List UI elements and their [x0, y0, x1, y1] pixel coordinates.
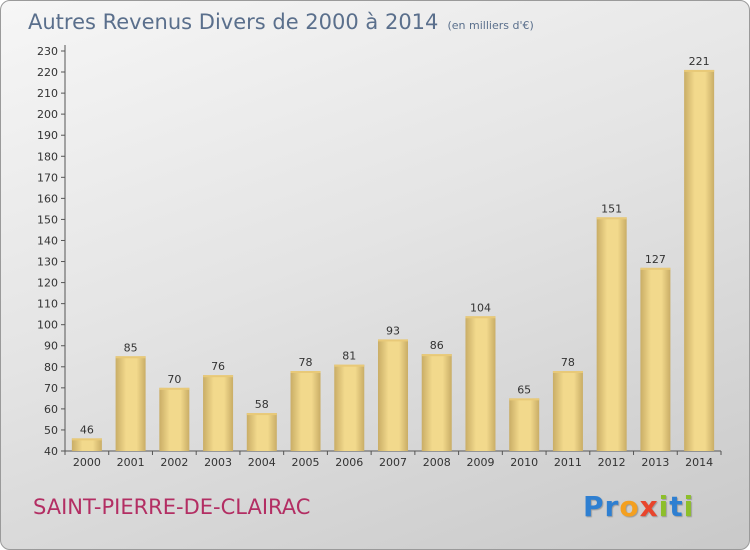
bar: [71, 438, 102, 451]
bar-value-label: 85: [124, 341, 138, 354]
bar-value-label: 81: [342, 350, 356, 363]
bar-top-edge: [421, 354, 452, 357]
y-tick-label: 160: [37, 192, 58, 205]
bar-value-label: 127: [645, 253, 666, 266]
bar-value-label: 151: [601, 202, 622, 215]
bar-value-label: 46: [80, 423, 94, 436]
x-tick-label: 2006: [335, 456, 363, 469]
bar-top-edge: [640, 267, 671, 270]
bar-top-edge: [378, 339, 408, 342]
y-tick-label: 220: [37, 66, 58, 79]
y-tick-label: 100: [37, 319, 58, 332]
proxiti-logo: Proxiti: [583, 490, 694, 523]
x-tick-label: 2000: [73, 456, 101, 469]
bar: [421, 354, 452, 451]
bar-top-edge: [509, 398, 540, 401]
y-tick-label: 110: [37, 298, 58, 311]
bar: [465, 316, 496, 451]
bar-value-label: 86: [430, 339, 444, 352]
bar-value-label: 93: [386, 324, 400, 337]
bar-top-edge: [684, 69, 715, 72]
bar: [684, 69, 715, 452]
x-tick-label: 2003: [204, 456, 232, 469]
commune-name: SAINT-PIERRE-DE-CLAIRAC: [33, 495, 311, 519]
bar: [552, 371, 583, 451]
y-tick-label: 70: [44, 382, 58, 395]
x-tick-label: 2005: [292, 456, 320, 469]
x-tick-label: 2007: [379, 456, 407, 469]
bar: [115, 356, 146, 451]
y-tick-label: 230: [37, 45, 58, 58]
bar-top-edge: [596, 217, 627, 220]
y-tick-label: 140: [37, 234, 58, 247]
x-tick-label: 2014: [685, 456, 713, 469]
x-tick-label: 2011: [554, 456, 582, 469]
bar-value-label: 78: [299, 356, 313, 369]
bar: [640, 267, 671, 451]
y-tick-label: 50: [44, 424, 58, 437]
y-tick-label: 120: [37, 277, 58, 290]
logo-letter: i: [658, 490, 670, 523]
bar-top-edge: [552, 371, 583, 373]
y-tick-label: 210: [37, 87, 58, 100]
bar-top-edge: [115, 356, 146, 359]
bar-top-edge: [159, 387, 190, 390]
bar: [509, 398, 540, 451]
chart-title-block: Autres Revenus Divers de 2000 à 2014 (en…: [28, 10, 534, 34]
y-tick-label: 170: [37, 171, 58, 184]
bar-top-edge: [71, 438, 102, 441]
bar-value-label: 58: [255, 398, 269, 411]
bar: [334, 364, 365, 451]
bar-value-label: 76: [211, 360, 225, 373]
logo-letter: o: [619, 490, 640, 523]
bar-top-edge: [246, 413, 277, 416]
x-tick-label: 2012: [598, 456, 626, 469]
y-tick-label: 150: [37, 213, 58, 226]
bar-top-edge: [203, 375, 234, 378]
logo-letter: x: [639, 490, 659, 523]
chart-unit: (en milliers d'€): [447, 19, 534, 32]
bar: [159, 387, 190, 451]
chart-title: Autres Revenus Divers de 2000 à 2014: [28, 10, 439, 34]
bar: [596, 217, 627, 451]
y-tick-label: 90: [44, 340, 58, 353]
x-tick-label: 2008: [423, 456, 451, 469]
logo-letter: i: [683, 490, 695, 523]
x-tick-label: 2010: [510, 456, 538, 469]
bar: [378, 339, 408, 451]
bar-top-edge: [290, 371, 321, 373]
y-tick-label: 130: [37, 256, 58, 269]
x-tick-label: 2004: [248, 456, 276, 469]
bar: [246, 413, 277, 451]
bar: [290, 371, 321, 451]
bar-value-label: 65: [517, 383, 531, 396]
x-tick-label: 2002: [160, 456, 188, 469]
x-tick-label: 2001: [117, 456, 145, 469]
bar-top-edge: [334, 364, 365, 367]
y-tick-label: 80: [44, 361, 58, 374]
logo-letter: r: [604, 490, 620, 523]
y-tick-label: 60: [44, 403, 58, 416]
y-tick-label: 190: [37, 129, 58, 142]
bar-value-label: 70: [167, 373, 181, 386]
logo-letter: t: [669, 490, 684, 523]
y-tick-label: 200: [37, 108, 58, 121]
x-tick-label: 2013: [641, 456, 669, 469]
y-tick-label: 40: [44, 445, 58, 458]
bar-top-edge: [465, 316, 496, 319]
bar-value-label: 78: [561, 356, 575, 369]
logo-letter: P: [583, 490, 605, 523]
bar-value-label: 221: [689, 55, 710, 68]
x-tick-label: 2009: [466, 456, 494, 469]
bar-value-label: 104: [470, 301, 491, 314]
y-tick-label: 180: [37, 150, 58, 163]
bar: [203, 375, 234, 451]
